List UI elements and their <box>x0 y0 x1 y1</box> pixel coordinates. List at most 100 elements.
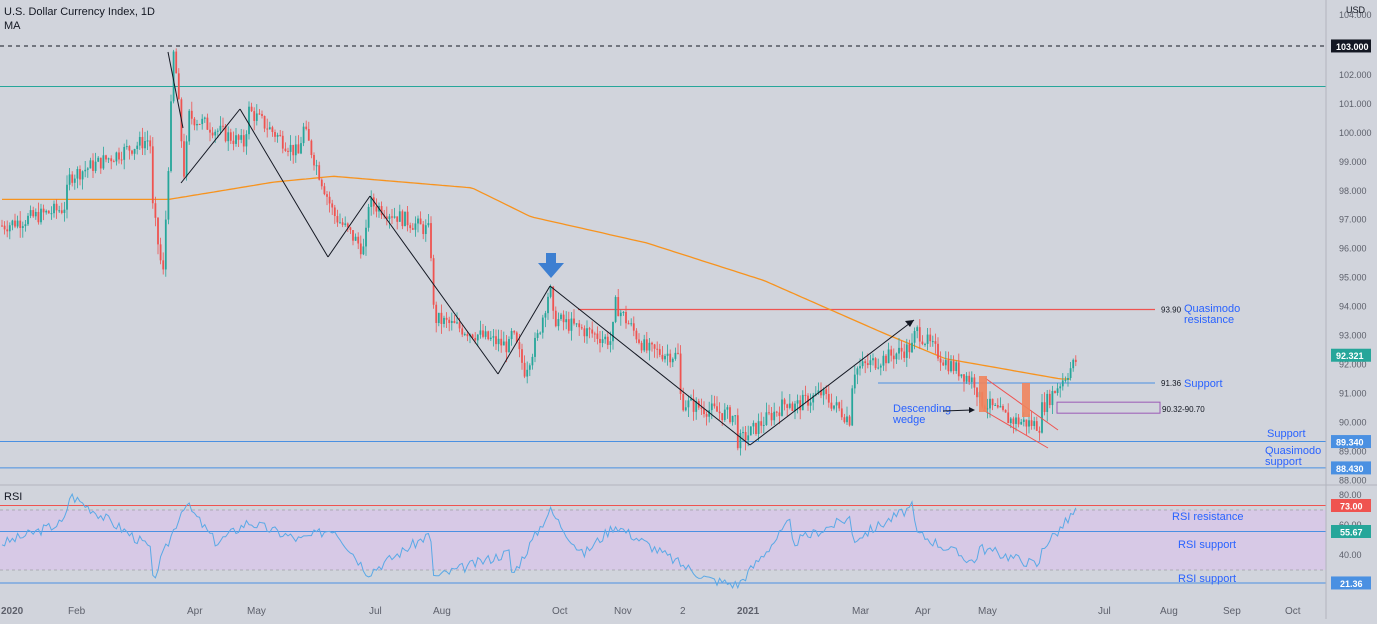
candle <box>242 129 245 153</box>
candle-body <box>310 140 313 155</box>
candle <box>820 382 822 399</box>
candle <box>510 328 513 346</box>
candle <box>947 351 950 375</box>
candle-body <box>752 422 755 427</box>
candle <box>198 123 201 126</box>
candle-body <box>580 327 583 329</box>
indicator-label: MA <box>4 20 21 32</box>
candle <box>944 351 947 370</box>
candle-body <box>723 409 726 420</box>
candle <box>266 118 269 138</box>
candle-body <box>606 336 609 345</box>
candle <box>305 120 308 131</box>
candle-body <box>885 355 887 364</box>
candle <box>830 393 833 412</box>
candle <box>965 372 968 384</box>
candle-body <box>1004 409 1007 413</box>
candle-body <box>76 169 79 179</box>
rsi-line <box>1 492 1077 590</box>
candle <box>422 220 425 240</box>
candle <box>609 331 612 353</box>
candle-body <box>1056 388 1059 393</box>
candle <box>1015 412 1017 432</box>
rsi-pane: RSI RSI resistance RSI support RSI support <box>0 491 1326 590</box>
candle-body <box>495 336 497 345</box>
candle <box>666 344 669 366</box>
price-tick-label: 101.000 <box>1339 99 1372 109</box>
candle <box>76 166 79 189</box>
candle <box>895 352 898 364</box>
candle <box>773 402 776 425</box>
candle <box>536 329 539 341</box>
candle-body <box>528 365 531 370</box>
candle-body <box>864 361 867 364</box>
candle-body <box>391 216 393 218</box>
candle-body <box>118 152 120 160</box>
candle-body <box>926 334 929 344</box>
candle <box>812 392 815 411</box>
candle <box>934 333 937 354</box>
pattern-line <box>180 108 241 184</box>
candle <box>323 182 326 196</box>
candle <box>60 202 63 215</box>
candle-body <box>879 365 882 368</box>
candle <box>1043 392 1046 416</box>
candle <box>6 220 9 238</box>
candle-body <box>318 165 321 180</box>
candle <box>578 319 581 336</box>
candle <box>560 312 562 321</box>
candle-body <box>99 157 102 169</box>
candle <box>723 403 726 422</box>
candle-body <box>515 332 518 343</box>
candle <box>1059 383 1062 398</box>
pattern-line <box>497 285 551 375</box>
candle-body <box>557 319 560 327</box>
candle <box>731 415 734 426</box>
candle-body <box>1017 417 1020 425</box>
candle-body <box>367 206 370 228</box>
candle-body <box>409 225 412 229</box>
candle <box>359 235 362 259</box>
price-tick-label: 98.000 <box>1339 186 1367 196</box>
candle-body <box>242 135 245 147</box>
support-label-89: Support <box>1267 428 1306 440</box>
candle-body <box>448 319 451 323</box>
candle-body <box>957 362 960 377</box>
candle-body <box>302 126 305 144</box>
candle <box>645 331 648 354</box>
quasimodo-resistance-label-1: Quasimodo <box>1184 303 1240 315</box>
candle-body <box>315 165 318 167</box>
pattern-line <box>167 51 184 129</box>
candle-body <box>549 286 552 297</box>
candle <box>398 204 401 222</box>
candle-body <box>396 216 399 222</box>
candle <box>105 154 107 163</box>
candle-body <box>705 414 708 417</box>
candle-body <box>609 341 612 345</box>
candle-body <box>388 216 391 220</box>
candle-body <box>456 322 458 324</box>
candle <box>19 211 22 238</box>
candle <box>196 119 198 131</box>
candle <box>185 135 188 181</box>
candle-body <box>300 143 302 154</box>
candle <box>892 348 895 369</box>
candle <box>513 330 516 335</box>
candle <box>827 385 830 408</box>
candle <box>1041 394 1043 434</box>
candle-body <box>255 113 258 121</box>
candle-body <box>341 222 344 225</box>
candle-body <box>661 354 664 360</box>
candle-body <box>801 394 804 411</box>
candle <box>154 196 157 227</box>
candle-body <box>996 404 999 408</box>
candle-body <box>1043 402 1046 412</box>
candle <box>118 147 120 164</box>
candle <box>955 360 958 374</box>
candle <box>622 311 625 316</box>
annotation-pointer-line <box>942 409 973 412</box>
time-tick-label: Apr <box>187 606 203 617</box>
candle <box>861 351 864 369</box>
candle-body <box>8 225 11 232</box>
